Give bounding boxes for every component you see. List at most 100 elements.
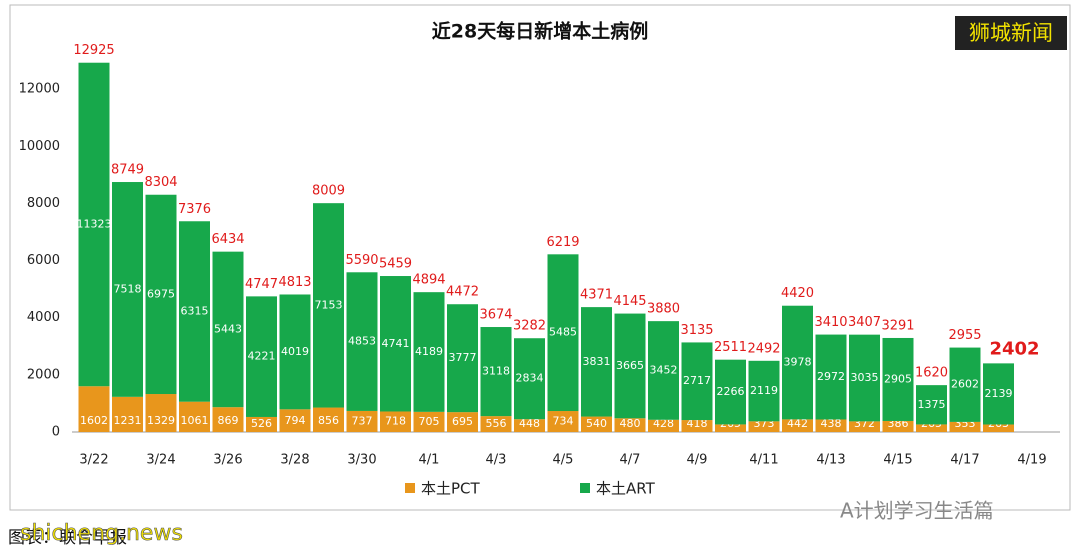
bar-segment — [246, 296, 277, 417]
bar-segment — [547, 411, 579, 432]
x-tick-label: 4/1 — [419, 453, 440, 468]
segment-label: 705 — [419, 415, 440, 428]
bar-segment — [179, 221, 210, 402]
legend-label: 本土PCT — [421, 480, 481, 498]
bar-segment — [480, 416, 512, 432]
y-tick-label: 4000 — [27, 310, 60, 325]
total-label: 7376 — [178, 202, 211, 217]
segment-label: 734 — [553, 415, 574, 428]
bar-segment — [78, 386, 110, 432]
x-tick-label: 3/22 — [79, 453, 108, 468]
total-label: 3880 — [647, 302, 680, 317]
watermark: A计划学习生活篇 — [840, 499, 994, 523]
total-label: 12925 — [73, 43, 114, 58]
bar-segment — [882, 337, 914, 421]
x-tick-label: 4/7 — [620, 453, 641, 468]
segment-label: 2717 — [683, 374, 711, 387]
total-label: 3291 — [881, 318, 914, 333]
bar-segment — [648, 321, 679, 420]
segment-label: 1231 — [114, 414, 142, 427]
total-label: 6219 — [546, 235, 579, 250]
bar-segment — [949, 347, 981, 422]
bar-segment — [849, 334, 880, 422]
bar-segment — [78, 62, 110, 387]
total-label: 2492 — [747, 341, 780, 356]
segment-label: 442 — [787, 417, 808, 430]
total-label: 4813 — [278, 275, 311, 290]
total-label: 5590 — [345, 253, 378, 268]
total-label: 4894 — [412, 273, 445, 288]
segment-label: 428 — [653, 417, 674, 430]
segment-label: 3665 — [616, 359, 644, 372]
segment-label: 1602 — [80, 414, 108, 427]
total-label: 5459 — [379, 257, 412, 272]
segment-label: 695 — [452, 415, 473, 428]
total-label: 4747 — [245, 277, 278, 292]
segment-label: 3035 — [851, 371, 879, 384]
x-tick-label: 4/13 — [816, 453, 845, 468]
x-tick-label: 4/17 — [950, 453, 979, 468]
y-tick-label: 8000 — [27, 196, 60, 211]
segment-label: 869 — [218, 414, 239, 427]
segment-label: 737 — [352, 414, 373, 427]
bar-segment — [212, 407, 244, 432]
segment-label: 3452 — [650, 363, 678, 376]
segment-label: 418 — [687, 417, 708, 430]
segment-label: 3978 — [784, 356, 812, 369]
segment-label: 6975 — [147, 287, 175, 300]
segment-label: 448 — [519, 417, 540, 430]
total-label: 3410 — [814, 315, 847, 330]
bar-segment — [916, 385, 947, 425]
segment-label: 540 — [586, 417, 607, 430]
total-label: 8304 — [144, 175, 177, 190]
segment-label: 556 — [486, 417, 507, 430]
bar-segment — [346, 272, 378, 411]
segment-label: 4221 — [248, 350, 276, 363]
segment-label: 1375 — [918, 398, 946, 411]
bar-segment — [882, 420, 914, 432]
bar-segment — [313, 407, 344, 432]
total-label: 1620 — [915, 366, 948, 381]
total-label: 2402 — [989, 338, 1039, 359]
total-label: 4371 — [580, 288, 613, 303]
bar-segment — [983, 363, 1014, 425]
segment-label: 2972 — [817, 370, 845, 383]
bar-segment — [346, 410, 378, 432]
segment-label: 526 — [251, 417, 272, 430]
segment-label: 2139 — [985, 387, 1013, 400]
total-label: 3282 — [513, 319, 546, 334]
bar-segment — [447, 304, 478, 413]
segment-label: 5485 — [549, 326, 577, 339]
bar-segment — [413, 292, 445, 412]
x-tick-label: 3/24 — [146, 453, 175, 468]
segment-label: 4741 — [382, 337, 410, 350]
segment-label: 2266 — [717, 385, 745, 398]
legend-swatch — [405, 483, 415, 493]
bar-segment — [246, 416, 277, 432]
segment-label: 480 — [620, 417, 641, 430]
legend-swatch — [580, 483, 590, 493]
total-label: 2511 — [714, 340, 747, 355]
x-tick-label: 4/15 — [883, 453, 912, 468]
x-tick-label: 3/26 — [213, 453, 242, 468]
total-label: 4420 — [781, 286, 814, 301]
total-label: 8009 — [312, 184, 345, 199]
segment-label: 794 — [285, 414, 306, 427]
logo-bg — [955, 16, 1067, 50]
total-label: 6434 — [211, 232, 244, 247]
bar-segment — [782, 419, 813, 432]
segment-label: 1329 — [147, 414, 175, 427]
bar-segment — [380, 411, 411, 432]
segment-label: 438 — [821, 417, 842, 430]
bar-segment — [279, 409, 311, 432]
chart-title: 近28天每日新增本土病例 — [432, 20, 648, 43]
segment-label: 718 — [385, 415, 406, 428]
y-tick-label: 6000 — [27, 253, 60, 268]
segment-label: 3777 — [449, 351, 477, 364]
bar-segment — [112, 182, 143, 397]
total-label: 8749 — [111, 163, 144, 178]
bar-segment — [715, 424, 746, 432]
x-tick-label: 4/9 — [687, 453, 708, 468]
bar-segment — [447, 412, 478, 432]
